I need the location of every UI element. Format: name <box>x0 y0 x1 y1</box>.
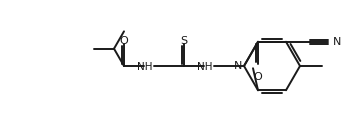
Text: O: O <box>120 36 129 46</box>
Text: O: O <box>253 72 262 82</box>
Text: N: N <box>333 37 342 47</box>
Text: NH: NH <box>197 62 212 72</box>
Text: S: S <box>180 36 188 46</box>
Text: NH: NH <box>136 62 152 72</box>
Text: N: N <box>234 61 242 71</box>
